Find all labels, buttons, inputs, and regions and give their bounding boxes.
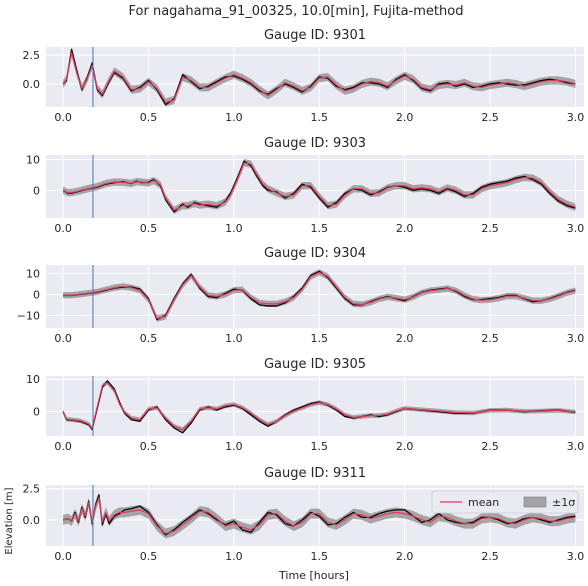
x-tick-label: 1.5 <box>311 332 329 345</box>
x-tick-label: 0.5 <box>140 550 158 563</box>
x-tick-label: 0.5 <box>140 332 158 345</box>
figure-suptitle: For nagahama_91_00325, 10.0[min], Fujita… <box>129 4 464 19</box>
subplot-title: Gauge ID: 9303 <box>264 136 366 151</box>
x-tick-label: 0.0 <box>54 440 72 453</box>
x-axis-label: Time [hours] <box>278 569 349 582</box>
x-tick-label: 1.0 <box>225 440 243 453</box>
subplot-3: 0.0 0.5 1.0 1.5 2.0 2.5 3.0 −10 0 10 Gauge ID: 930… <box>17 246 584 345</box>
legend: mean ±1σ <box>431 490 579 514</box>
observed-line <box>62 160 576 213</box>
y-tick-label: 2.5 <box>23 49 41 62</box>
observed-line <box>63 270 576 321</box>
x-tick-label: 2.5 <box>481 111 499 124</box>
y-tick-label: 0 <box>33 406 40 419</box>
mean-line <box>62 52 576 103</box>
y-tick-label: 0 <box>33 288 40 301</box>
x-tick-label: 1.0 <box>225 111 243 124</box>
x-tick-label: 1.5 <box>311 440 329 453</box>
x-tick-label: 0.0 <box>54 332 72 345</box>
x-tick-label: 1.0 <box>225 332 243 345</box>
x-tick-label: 3.0 <box>567 111 585 124</box>
x-tick-label: 1.5 <box>311 550 329 563</box>
x-tick-label: 2.0 <box>396 111 414 124</box>
x-tick-label: 2.5 <box>481 440 499 453</box>
x-tick-label: 3.0 <box>567 550 585 563</box>
mean-line <box>62 162 576 211</box>
x-tick-label: 2.5 <box>481 550 499 563</box>
y-tick-label: 10 <box>26 373 40 386</box>
subplot-2: 0.0 0.5 1.0 1.5 2.0 2.5 3.0 0 10 Gauge ID: 9303 <box>26 136 584 235</box>
subplot-1: 0.0 0.5 1.0 1.5 2.0 2.5 3.0 0.0 2.5 Gauge ID: 930… <box>23 28 585 124</box>
subplot-title: Gauge ID: 9311 <box>264 466 366 481</box>
legend-box <box>431 490 579 514</box>
subplot-title: Gauge ID: 9301 <box>264 28 366 43</box>
legend-band-swatch <box>523 496 547 508</box>
observed-line <box>62 494 576 536</box>
x-tick-label: 2.5 <box>481 222 499 235</box>
y-tick-label: 0.0 <box>23 514 41 527</box>
y-tick-label: 0 <box>33 184 40 197</box>
y-tick-label: 10 <box>26 154 40 167</box>
y-tick-label: 2.5 <box>23 483 41 496</box>
observed-line <box>62 48 576 106</box>
plot-area <box>46 376 584 436</box>
x-tick-label: 0.0 <box>54 222 72 235</box>
legend-band-label: ±1σ <box>552 496 575 509</box>
plot-content <box>62 485 576 546</box>
plot-area <box>46 47 584 107</box>
x-tick-label: 0.5 <box>140 222 158 235</box>
legend-mean-label: mean <box>468 496 499 509</box>
x-tick-label: 1.0 <box>225 550 243 563</box>
mean-line <box>62 496 576 535</box>
y-tick-label: −10 <box>17 309 40 322</box>
x-tick-label: 3.0 <box>567 332 585 345</box>
x-tick-label: 0.0 <box>54 111 72 124</box>
mean-line <box>63 271 576 320</box>
subplot-title: Gauge ID: 9304 <box>264 246 366 261</box>
plot-content <box>62 155 576 218</box>
subplot-4: 0.0 0.5 1.0 1.5 2.0 2.5 3.0 0 10 Gauge ID: 9305 <box>26 357 584 453</box>
x-tick-label: 0.5 <box>140 111 158 124</box>
mean-line <box>62 381 576 431</box>
y-axis-label: Elevation [m] <box>4 487 15 554</box>
plot-content <box>62 47 576 107</box>
subplot-5: 0.0 0.5 1.0 1.5 2.0 2.5 3.0 0.0 2.5 Gauge ID: 931… <box>23 466 585 563</box>
y-tick-label: 0.0 <box>23 78 41 91</box>
x-tick-label: 0.5 <box>140 440 158 453</box>
x-tick-label: 2.0 <box>396 332 414 345</box>
x-tick-label: 1.5 <box>311 222 329 235</box>
subplot-title: Gauge ID: 9305 <box>264 357 366 372</box>
subplots: 0.0 0.5 1.0 1.5 2.0 2.5 3.0 0.0 2.5 Gauge ID: 930… <box>17 28 584 563</box>
x-tick-label: 3.0 <box>567 222 585 235</box>
plot-content <box>62 376 576 436</box>
x-tick-label: 2.0 <box>396 440 414 453</box>
x-tick-label: 1.0 <box>225 222 243 235</box>
x-tick-label: 2.0 <box>396 550 414 563</box>
x-tick-label: 2.5 <box>481 332 499 345</box>
y-tick-label: 10 <box>26 267 40 280</box>
x-tick-label: 1.5 <box>311 111 329 124</box>
plot-content <box>63 265 576 328</box>
x-tick-label: 0.0 <box>54 550 72 563</box>
x-tick-label: 2.0 <box>396 222 414 235</box>
x-tick-label: 3.0 <box>567 440 585 453</box>
